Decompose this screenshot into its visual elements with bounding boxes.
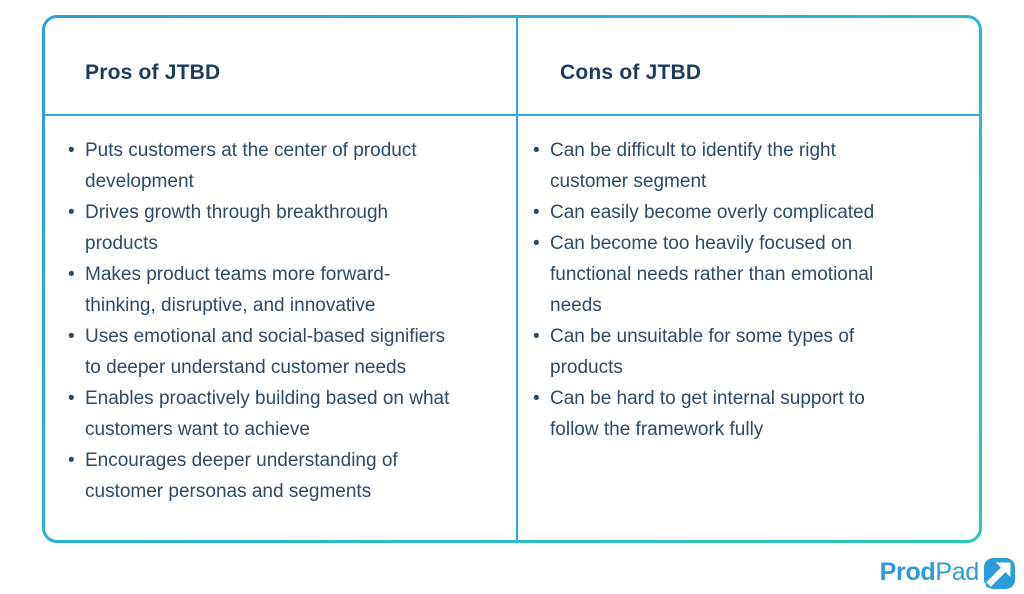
list-item: Can be unsuitable for some types of prod… — [533, 321, 971, 383]
list-item: Puts customers at the center of product … — [68, 135, 508, 197]
list-item: Makes product teams more forward- thinki… — [68, 259, 508, 321]
pros-cell: Puts customers at the center of product … — [45, 114, 516, 540]
list-item: Can be hard to get internal support to f… — [533, 383, 971, 445]
prodpad-wordmark-prod: Prod — [879, 557, 936, 586]
horizontal-divider — [45, 114, 979, 116]
prodpad-wordmark-pad: Pad — [935, 557, 979, 586]
list-item: Can easily become overly complicated — [533, 197, 971, 228]
list-item: Encourages deeper understanding of custo… — [68, 445, 508, 507]
pros-header: Pros of JTBD — [85, 61, 221, 84]
cons-list: Can be difficult to identify the right c… — [533, 135, 971, 445]
comparison-table: Pros of JTBD Cons of JTBD Puts customers… — [42, 15, 982, 543]
prodpad-arrow-icon — [984, 558, 1015, 589]
comparison-table-inner: Pros of JTBD Cons of JTBD Puts customers… — [45, 18, 979, 540]
list-item: Uses emotional and social-based signifie… — [68, 321, 508, 383]
prodpad-logo: ProdPad — [880, 558, 1015, 589]
list-item: Enables proactively building based on wh… — [68, 383, 508, 445]
cons-header: Cons of JTBD — [560, 61, 702, 84]
pros-list: Puts customers at the center of product … — [68, 135, 508, 507]
list-item: Can become too heavily focused on functi… — [533, 228, 971, 321]
cons-cell: Can be difficult to identify the right c… — [516, 114, 979, 540]
prodpad-wordmark: ProdPad — [879, 557, 980, 588]
vertical-divider — [516, 18, 518, 540]
list-item: Can be difficult to identify the right c… — [533, 135, 971, 197]
list-item: Drives growth through breakthrough produ… — [68, 197, 508, 259]
